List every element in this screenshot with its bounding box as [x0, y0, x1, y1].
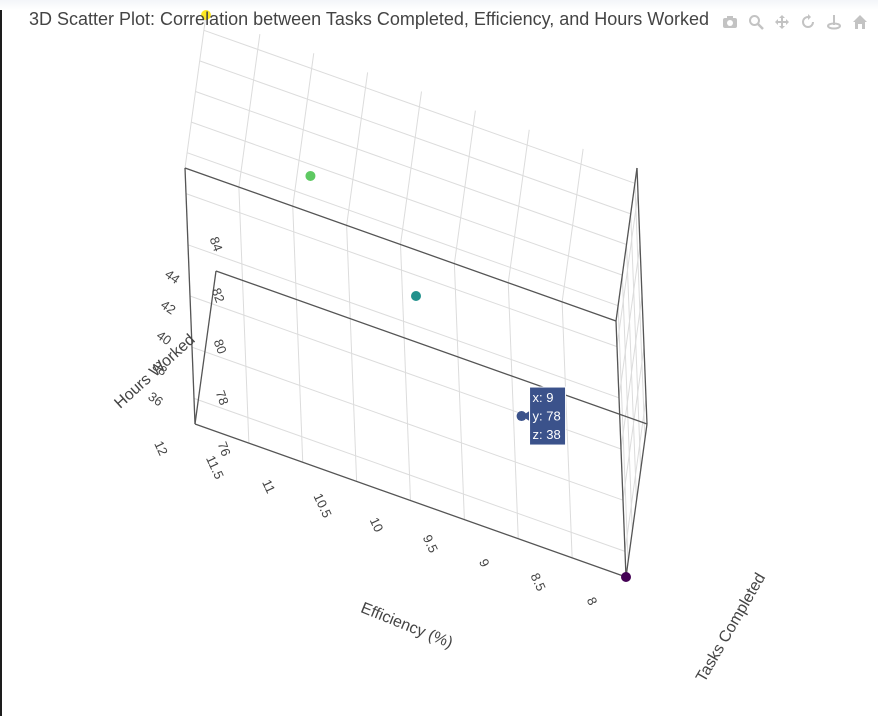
x-tick-label: 10.5 — [311, 491, 335, 520]
z-tick-label: 42 — [158, 297, 178, 318]
grid-line — [185, 193, 618, 348]
axis-line — [215, 270, 648, 425]
hover-line: y: 78 — [533, 409, 561, 424]
y-tick-label: 76 — [215, 439, 234, 458]
z-tick-label: 38 — [150, 358, 170, 379]
grid-line — [191, 346, 624, 501]
axis-line — [184, 167, 617, 322]
data-point[interactable] — [201, 10, 211, 20]
axis-line — [194, 423, 627, 578]
hover-box — [529, 386, 567, 446]
grid-line — [626, 244, 637, 501]
y-axis-title: Efficiency (%) — [358, 600, 455, 652]
hover-line: z: 38 — [533, 427, 561, 442]
data-point[interactable] — [411, 291, 421, 301]
grid-line — [187, 244, 620, 399]
z-tick-label: 36 — [145, 389, 165, 410]
grid-line — [621, 275, 633, 532]
grid-line — [634, 183, 646, 440]
axis-line — [636, 167, 648, 425]
axis-lines — [184, 167, 648, 578]
y-tick-label: 78 — [213, 388, 232, 407]
axis-line — [625, 423, 648, 578]
x-tick-label: 8 — [584, 595, 601, 608]
x-tick-label: 12 — [151, 438, 171, 457]
x-tick-label: 11.5 — [203, 453, 227, 481]
x-tick-label: 10 — [367, 515, 387, 534]
y-tick-label: 82 — [209, 286, 228, 305]
camera-icon[interactable] — [722, 14, 738, 30]
y-tick-label: 80 — [211, 337, 230, 356]
axis-line — [615, 167, 638, 322]
y-tick-label: 84 — [207, 235, 226, 254]
data-point[interactable] — [305, 170, 316, 181]
turntable-icon[interactable] — [826, 14, 842, 30]
grid-line — [195, 91, 627, 245]
x-axis-title: Tasks Completed — [693, 570, 769, 685]
hover-pointer — [521, 411, 530, 422]
grid-line — [203, 29, 636, 184]
hover-line: x: 9 — [533, 390, 554, 405]
data-point[interactable] — [621, 572, 631, 582]
grid-line — [617, 305, 629, 562]
grid-line — [630, 213, 642, 470]
x-tick-label: 9 — [476, 556, 493, 569]
chart-title: 3D Scatter Plot: Correlation between Tas… — [29, 9, 709, 29]
x-tick-label: 8.5 — [528, 571, 549, 594]
pan-icon[interactable] — [774, 14, 790, 30]
hover-label: x: 9 y: 78 z: 38 — [521, 386, 567, 446]
grid-line — [199, 60, 631, 215]
window-top-band — [0, 0, 878, 10]
x-tick-label: 9.5 — [420, 532, 441, 555]
axis-line — [194, 270, 217, 425]
grid-line — [193, 397, 626, 552]
home-icon[interactable] — [852, 14, 868, 30]
axis-line — [615, 320, 627, 578]
tick-labels: 8 8.5 9 9.5 10 10.5 11 11.5 12 76 78 80 82 84 36 38 40 42… — [145, 235, 600, 608]
zoom-icon[interactable] — [748, 14, 764, 30]
z-tick-label: 40 — [154, 328, 174, 349]
grid-line — [186, 152, 619, 307]
grid-line — [191, 121, 623, 276]
modebar[interactable] — [722, 14, 868, 30]
z-tick-label: 44 — [162, 266, 182, 287]
data-points[interactable] — [201, 10, 631, 582]
axis-line — [184, 167, 196, 425]
x-tick-label: 11 — [259, 477, 278, 496]
orbit-icon[interactable] — [800, 14, 816, 30]
